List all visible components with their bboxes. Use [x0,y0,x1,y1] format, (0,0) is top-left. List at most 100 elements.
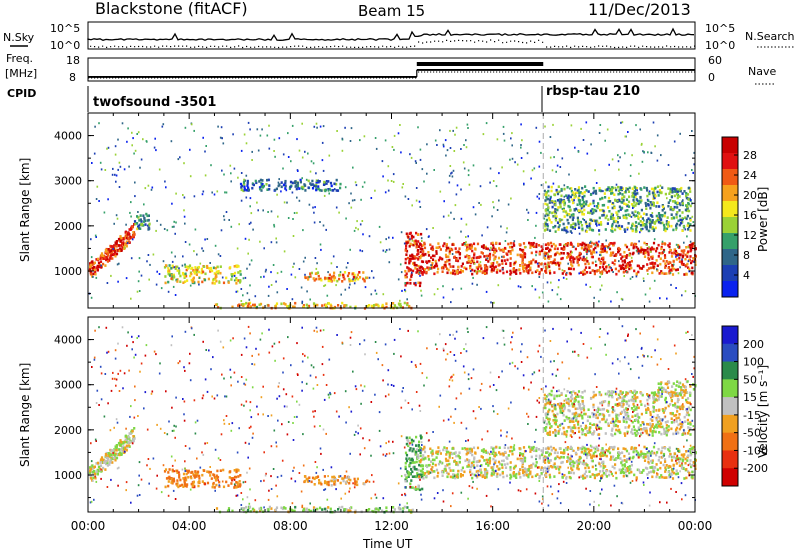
power-cbar-swatch-10 [722,281,738,298]
nsky-tick-top: 10^5 [50,22,80,35]
velocity-xtick-label-3: 08:00 [273,519,308,533]
velocity-cbar-swatch-7 [722,432,738,451]
velocity-cbar-swatch-6 [722,414,738,434]
power-cbar-tick-1: 4 [743,269,750,282]
velocity-cbar-label: Velocity [m s⁻¹] [756,365,770,458]
power-cbar-tick-4: 16 [743,209,757,222]
freq-strip: Freq. [MHz] 18 8 60 0 Nave [5,52,776,85]
power-echo-region-8 [239,178,342,193]
nsearch-tick-bottom: 10^0 [705,39,735,52]
velocity-cbar-swatch-2 [722,343,738,363]
power-colorbar: 4 8 12 16 20 24 28 Power [dB] [721,136,770,298]
power-cbar-swatch-5 [722,201,738,218]
power-cbar-tick-2: 8 [743,249,750,262]
power-scatter-echoes [88,121,696,305]
power-cbar-label: Power [dB] [756,187,770,252]
velocity-ytick-label-2: 2000 [54,424,82,437]
nave-tick-bottom: 0 [708,71,715,84]
velocity-echo-region-2 [163,468,242,489]
power-echo-region-1 [88,223,136,278]
power-cbar-swatch-3 [722,169,738,186]
power-cbar-swatch-1 [722,137,738,154]
velocity-cbar-swatch-8 [722,450,738,469]
power-ytick-label-3: 3000 [54,175,82,188]
power-ytick-label-1: 1000 [54,265,82,278]
nsky-label: N.Sky [3,31,35,44]
nave-tick-top: 60 [708,54,722,67]
power-ylabel: Slant Range [km] [18,158,32,262]
velocity-ytick-label-3: 3000 [54,379,82,392]
power-echo-region-6 [417,241,697,276]
power-echo-region-5 [404,231,424,288]
power-cbar-tick-3: 12 [743,229,757,242]
freq-tick-top: 18 [66,54,80,67]
velocity-cbar-tick-7: -100 [743,444,768,457]
station-title: Blackstone (fitACF) [95,0,248,18]
velocity-ylabel: Slant Range [km] [18,363,32,467]
power-echo-region-2 [133,212,151,231]
cpid-strip: CPID twofsound -3501 rbsp-tau 210 [7,84,640,112]
velocity-xtick-label-1: 00:00 [71,519,106,533]
cpid-segment-2: rbsp-tau 210 [546,84,640,99]
velocity-panel: 1000 2000 3000 4000 00:00 04:00 08:00 12:00 16:0… [18,316,713,551]
power-cbar-swatch-6 [722,217,738,234]
power-ytick-label-4: 4000 [54,130,82,143]
velocity-cbar-tick-6: -50 [743,427,761,440]
nsearch-tick-top: 10^5 [705,22,735,35]
nsearch-trace [90,39,696,49]
power-panel: 1000 2000 3000 4000 Slant Range [km] [18,112,697,310]
power-echo-region-4 [304,271,369,283]
power-cbar-swatch-2 [722,153,738,170]
velocity-ytick-label-4: 4000 [54,334,82,347]
velocity-cbar-tick-3: 50 [743,373,757,386]
velocity-xtick-label-5: 16:00 [475,519,510,533]
velocity-cbar-swatch-1 [722,326,738,345]
velocity-cbar-tick-8: -200 [743,462,768,475]
velocity-xtick-label-7: 00:00 [678,519,713,533]
power-cbar-swatch-8 [722,249,738,266]
power-ytick-label-2: 2000 [54,220,82,233]
velocity-cbar-swatch-4 [722,379,738,398]
velocity-echo-region-8 [657,380,697,397]
velocity-xtick-label-4: 12:00 [374,519,409,533]
cpid-label: CPID [7,87,36,100]
velocity-colorbar: 200 100 50 15 -15 -50 -100 -200 Velocity [m s⁻¹… [721,325,770,487]
cpid-segment-1: twofsound -3501 [93,95,216,110]
nave-label: Nave [748,65,776,78]
nsky-trace [87,27,695,41]
power-echo-region-3 [163,264,242,285]
freq-tick-bottom: 8 [69,71,76,84]
nsearch-label: N.Search [745,30,795,43]
velocity-cbar-swatch-9 [722,468,738,487]
beam-title: Beam 15 [358,2,425,20]
power-echo-region-9 [543,185,692,233]
date-title: 11/Dec/2013 [588,0,691,19]
velocity-echo-region-5 [417,445,697,480]
nsky-strip: N.Sky 10^5 10^0 10^5 10^0 N.Search [3,21,795,52]
velocity-cbar-swatch-5 [722,397,738,416]
power-cbar-tick-5: 20 [743,189,757,202]
nsky-tick-bottom: 10^0 [50,39,80,52]
velocity-echo-region-3 [303,475,369,487]
freq-label: Freq. [6,52,33,65]
power-cbar-swatch-9 [722,265,738,282]
velocity-cbar-tick-2: 100 [743,356,764,369]
freq-unit: [MHz] [5,67,37,80]
velocity-echo-region-1 [88,427,136,482]
velocity-xtick-label-6: 20:00 [577,519,612,533]
power-cbar-tick-6: 24 [743,169,757,182]
velocity-cbar-tick-5: -15 [743,409,761,422]
velocity-scatter-echoes [89,325,696,509]
velocity-cbar-tick-1: 200 [743,338,764,351]
velocity-xtick-label-2: 04:00 [172,519,207,533]
velocity-cbar-tick-4: 15 [743,391,757,404]
velocity-xlabel: Time UT [362,537,413,551]
velocity-cbar-swatch-3 [722,361,738,380]
velocity-echo-region-7 [543,389,692,437]
velocity-ytick-label-1: 1000 [54,469,82,482]
freq-band [416,62,544,66]
nave-trace [88,71,696,79]
power-cbar-swatch-7 [722,233,738,250]
velocity-echo-region-4 [404,434,424,492]
